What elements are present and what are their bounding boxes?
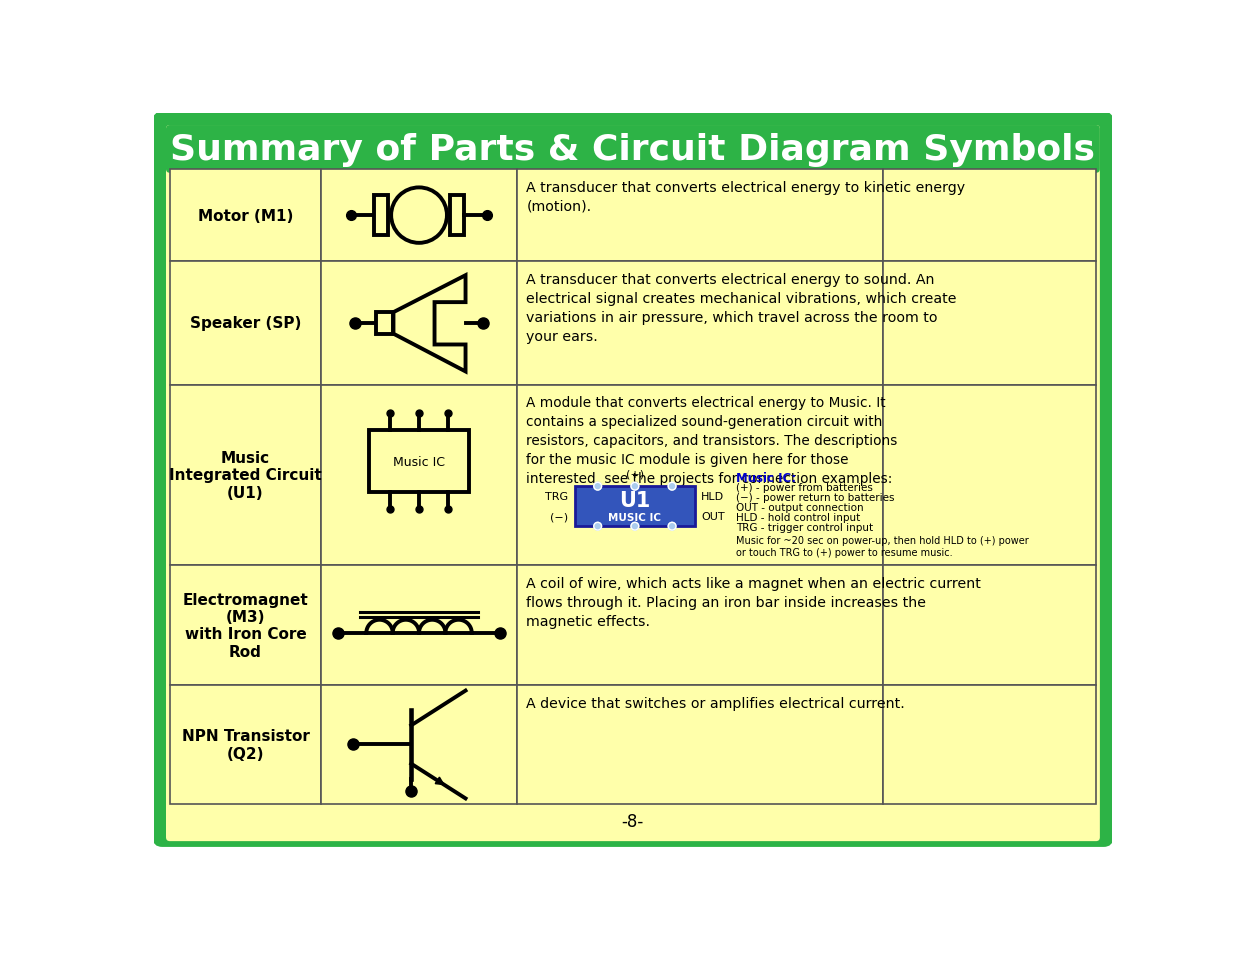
Text: Music IC:: Music IC: xyxy=(736,472,795,484)
Text: Motor (M1): Motor (M1) xyxy=(198,209,293,223)
Text: (−): (−) xyxy=(551,512,568,521)
Bar xyxy=(170,685,321,804)
Text: A coil of wire, which acts like a magnet when an electric current
flows through : A coil of wire, which acts like a magnet… xyxy=(526,577,982,628)
Circle shape xyxy=(391,188,447,244)
Circle shape xyxy=(668,523,676,531)
Polygon shape xyxy=(435,778,443,784)
Bar xyxy=(883,262,1095,385)
Text: OUT - output connection: OUT - output connection xyxy=(736,502,863,512)
Circle shape xyxy=(631,523,638,531)
Bar xyxy=(574,487,695,527)
Bar xyxy=(517,262,883,385)
Text: Speaker (SP): Speaker (SP) xyxy=(190,316,301,331)
Text: (−) - power return to batteries: (−) - power return to batteries xyxy=(736,492,894,502)
Text: A transducer that converts electrical energy to kinetic energy
(motion).: A transducer that converts electrical en… xyxy=(526,180,966,213)
Bar xyxy=(377,313,394,335)
Text: Music IC: Music IC xyxy=(393,456,445,468)
FancyBboxPatch shape xyxy=(165,126,1100,173)
Bar xyxy=(883,170,1095,262)
Bar xyxy=(517,566,883,685)
Text: TRG: TRG xyxy=(546,492,568,501)
Text: A transducer that converts electrical energy to sound. An
electrical signal crea: A transducer that converts electrical en… xyxy=(526,273,957,344)
Bar xyxy=(321,262,517,385)
Text: Music for ~20 sec on power-up, then hold HLD to (+) power
or touch TRG to (+) po: Music for ~20 sec on power-up, then hold… xyxy=(736,535,1029,558)
Circle shape xyxy=(668,483,676,491)
Bar xyxy=(170,170,321,262)
Bar xyxy=(321,385,517,566)
Bar xyxy=(883,385,1095,566)
Text: HLD: HLD xyxy=(701,492,724,501)
Text: A device that switches or amplifies electrical current.: A device that switches or amplifies elec… xyxy=(526,696,905,710)
Text: HLD - hold control input: HLD - hold control input xyxy=(736,512,860,522)
Text: (+) - power from batteries: (+) - power from batteries xyxy=(736,482,872,492)
Bar xyxy=(321,685,517,804)
Circle shape xyxy=(594,523,601,531)
FancyBboxPatch shape xyxy=(156,116,1110,843)
Polygon shape xyxy=(394,275,466,372)
Text: (+): (+) xyxy=(626,469,643,479)
Bar xyxy=(170,566,321,685)
Text: OUT: OUT xyxy=(701,512,725,521)
Bar xyxy=(517,385,883,566)
Text: U1: U1 xyxy=(619,491,651,511)
Text: NPN Transistor
(Q2): NPN Transistor (Q2) xyxy=(182,728,310,760)
Bar xyxy=(517,170,883,262)
Circle shape xyxy=(594,483,601,491)
Bar xyxy=(321,170,517,262)
Bar xyxy=(883,566,1095,685)
Text: A module that converts electrical energy to Music. It
contains a specialized sou: A module that converts electrical energy… xyxy=(526,395,898,486)
Bar xyxy=(374,196,388,236)
Bar xyxy=(517,685,883,804)
Text: Summary of Parts & Circuit Diagram Symbols: Summary of Parts & Circuit Diagram Symbo… xyxy=(170,132,1095,167)
Bar xyxy=(170,262,321,385)
Text: -8-: -8- xyxy=(621,812,643,830)
Bar xyxy=(450,196,464,236)
Text: Electromagnet
(M3)
with Iron Core
Rod: Electromagnet (M3) with Iron Core Rod xyxy=(183,592,309,659)
Text: TRG - trigger control input: TRG - trigger control input xyxy=(736,522,873,532)
Bar xyxy=(369,431,469,493)
Text: MUSIC IC: MUSIC IC xyxy=(609,513,662,522)
Text: Music
Integrated Circuit
(U1): Music Integrated Circuit (U1) xyxy=(169,451,322,500)
Circle shape xyxy=(631,483,638,491)
FancyBboxPatch shape xyxy=(165,126,1100,841)
Bar xyxy=(883,685,1095,804)
Bar xyxy=(170,385,321,566)
Bar xyxy=(321,566,517,685)
